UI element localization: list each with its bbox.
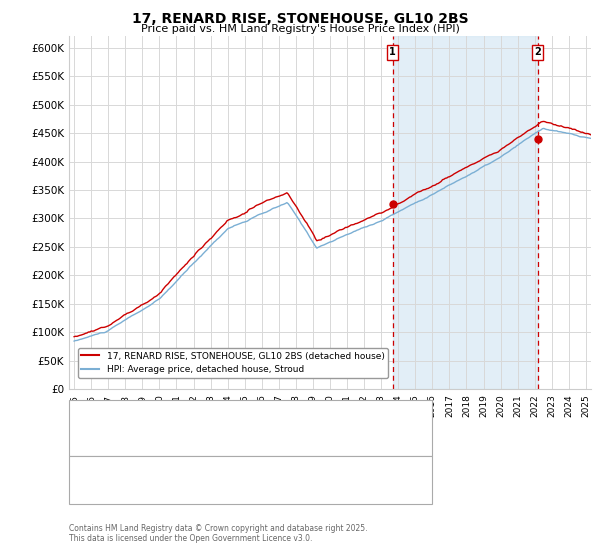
Text: 28-FEB-2022: 28-FEB-2022 <box>96 437 163 447</box>
Text: 17, RENARD RISE, STONEHOUSE, GL10 2BS (detached house): 17, RENARD RISE, STONEHOUSE, GL10 2BS (d… <box>102 466 404 477</box>
Text: 30-AUG-2013: 30-AUG-2013 <box>96 412 166 422</box>
Bar <box>392 36 538 389</box>
Legend: 17, RENARD RISE, STONEHOUSE, GL10 2BS (detached house), HPI: Average price, deta: 17, RENARD RISE, STONEHOUSE, GL10 2BS (d… <box>78 348 388 377</box>
Text: 17, RENARD RISE, STONEHOUSE, GL10 2BS: 17, RENARD RISE, STONEHOUSE, GL10 2BS <box>131 12 469 26</box>
Text: 1: 1 <box>389 48 396 57</box>
Text: £440,000: £440,000 <box>204 437 253 447</box>
Text: HPI: Average price, detached house, Stroud: HPI: Average price, detached house, Stro… <box>102 486 315 496</box>
Text: 10% ↓ HPI: 10% ↓ HPI <box>312 437 367 447</box>
Text: 2: 2 <box>75 437 82 447</box>
Text: 1: 1 <box>75 412 82 422</box>
Text: 2: 2 <box>534 48 541 57</box>
Text: £326,000: £326,000 <box>204 412 253 422</box>
Text: Contains HM Land Registry data © Crown copyright and database right 2025.
This d: Contains HM Land Registry data © Crown c… <box>69 524 367 543</box>
Text: 6% ↑ HPI: 6% ↑ HPI <box>312 412 361 422</box>
Text: Price paid vs. HM Land Registry's House Price Index (HPI): Price paid vs. HM Land Registry's House … <box>140 24 460 34</box>
